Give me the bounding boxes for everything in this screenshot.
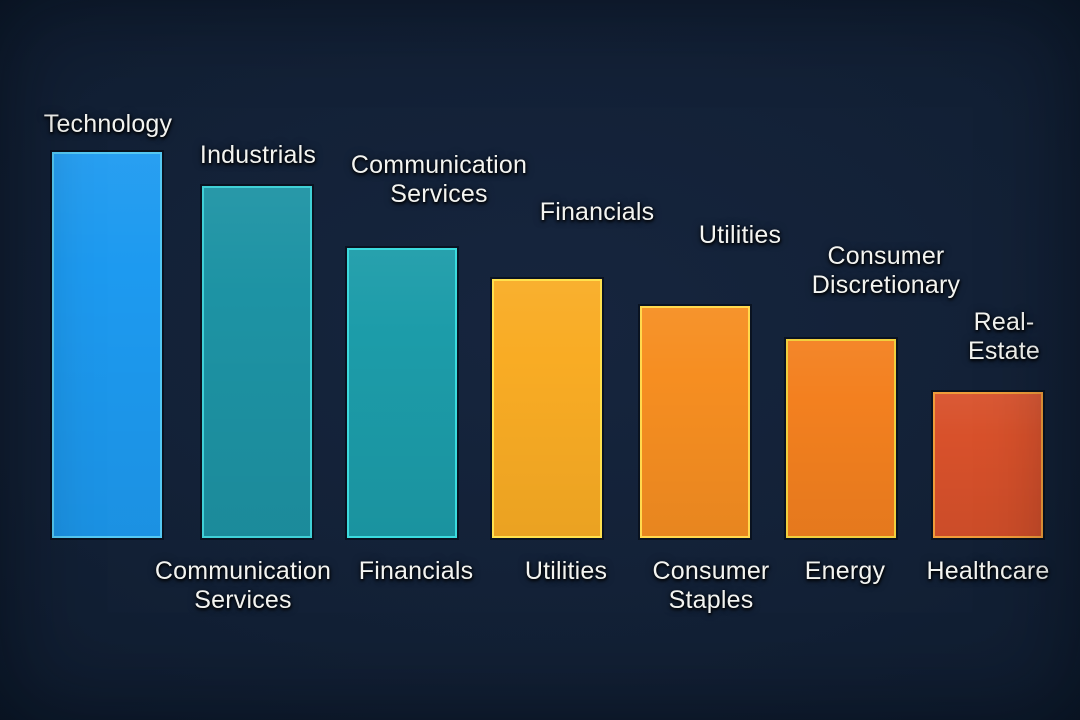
top-label-consumer-discretionary: Consumer Discretionary (811, 242, 961, 299)
bottom-label-communication-services: Communication Services (154, 557, 332, 614)
bottom-label-utilities: Utilities (524, 557, 608, 585)
top-label-communication-services: Communication Services (350, 151, 528, 208)
bottom-label-energy: Energy (804, 557, 886, 585)
top-label-technology: Technology (43, 110, 173, 138)
bar-consumer-discretionary (786, 339, 896, 538)
bar-communication-services (347, 248, 457, 538)
bottom-label-healthcare: Healthcare (926, 557, 1050, 585)
bottom-label-financials: Financials (358, 557, 474, 585)
bar-industrials (202, 186, 312, 538)
bar-utilities (640, 306, 750, 538)
top-label-real-estate: Real- Estate (967, 308, 1041, 365)
bar-real-estate (933, 392, 1043, 538)
bar-technology (52, 152, 162, 538)
bar-financials (492, 279, 602, 538)
top-label-utilities: Utilities (698, 221, 782, 249)
top-label-financials: Financials (539, 198, 655, 226)
top-label-industrials: Industrials (199, 141, 317, 169)
bottom-label-consumer-staples: Consumer Staples (652, 557, 770, 614)
